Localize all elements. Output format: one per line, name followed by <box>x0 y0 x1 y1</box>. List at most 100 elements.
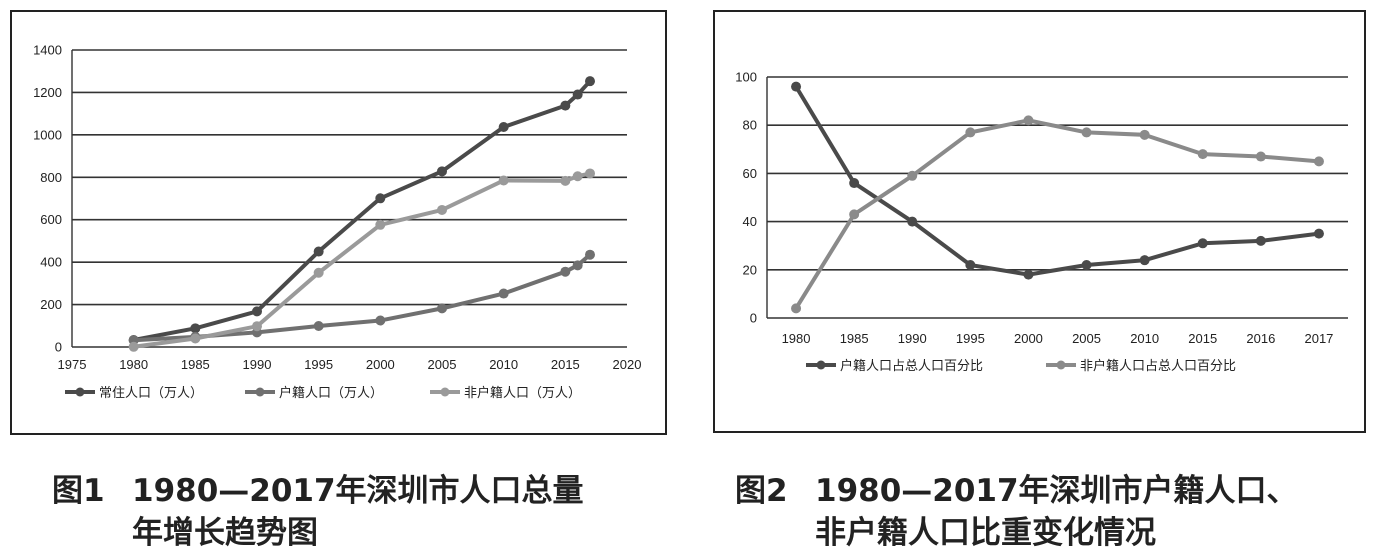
y-tick-label: 1200 <box>33 85 62 100</box>
data-point <box>437 204 447 215</box>
x-tick-label: 2016 <box>1246 331 1275 346</box>
legend-label: 常住人口（万人） <box>99 386 203 401</box>
series-2 <box>791 115 1324 314</box>
data-point <box>375 219 386 230</box>
legend-label: 非户籍人口（万人） <box>464 385 581 401</box>
y-tick-label: 1000 <box>33 127 62 142</box>
data-point <box>572 171 583 182</box>
data-point <box>1023 115 1034 126</box>
legend-swatch-marker <box>816 360 826 370</box>
data-point <box>907 216 918 227</box>
series-line <box>133 79 592 342</box>
legend-item-2: 户籍人口（万人） <box>245 385 383 401</box>
data-point <box>1255 235 1266 246</box>
y-tick-label: 800 <box>40 170 62 185</box>
x-tick-label: 2005 <box>1072 331 1101 346</box>
x-tick-label: 2010 <box>489 357 518 372</box>
x-tick-label: 2020 <box>613 357 642 372</box>
proportion-change-chart: 0 20 40 60 80 100 1980 1985 1990 1995 2000 2005 2010… <box>735 70 1348 374</box>
series-3 <box>128 168 595 352</box>
y-tick-label: 200 <box>40 297 62 312</box>
legend-item-1: 常住人口（万人） <box>65 386 203 401</box>
x-tick-label: 1990 <box>898 331 927 346</box>
data-point <box>1197 149 1208 160</box>
data-point <box>190 323 201 334</box>
data-point <box>572 89 583 100</box>
data-point <box>1081 259 1092 270</box>
y-tick-label: 1400 <box>33 43 62 58</box>
x-tick-label: 2000 <box>366 357 395 372</box>
legend-swatch-marker <box>1056 360 1066 370</box>
figure-2-caption: 图2 1980—2017年深圳市户籍人口、 非户籍人口比重变化情况 <box>735 470 1298 554</box>
y-tick-label: 0 <box>55 340 62 355</box>
legend-swatch-marker <box>440 387 450 397</box>
x-tick-label: 1995 <box>956 331 985 346</box>
chart-panel-population: 0 200 400 600 800 1000 1200 1400 1975 1980 1985 199… <box>10 10 667 435</box>
series-line <box>133 253 592 343</box>
data-point <box>437 166 447 177</box>
figure-1-caption: 图1 1980—2017年深圳市人口总量 年增长趋势图 <box>52 470 584 554</box>
data-point <box>560 175 571 186</box>
data-point <box>791 303 802 314</box>
data-point <box>1081 127 1092 138</box>
figure-1-number: 图1 <box>52 473 105 509</box>
data-point <box>1255 151 1266 162</box>
data-point <box>965 259 976 270</box>
x-tick-label: 1985 <box>181 357 210 372</box>
y-tick-label: 80 <box>743 118 757 133</box>
x-tick-label: 1985 <box>840 331 869 346</box>
data-point <box>572 260 583 271</box>
legend-swatch-marker <box>75 387 85 397</box>
x-tick-label: 2000 <box>1014 331 1043 346</box>
y-tick-label: 100 <box>735 70 757 85</box>
x-tick-label: 2015 <box>1188 331 1217 346</box>
data-point <box>313 246 324 257</box>
data-point <box>252 321 262 332</box>
x-tick-label: 2015 <box>551 357 580 372</box>
x-tick-label: 1975 <box>58 357 87 372</box>
data-point <box>190 333 201 344</box>
legend-label: 非户籍人口占总人口百分比 <box>1080 358 1236 374</box>
data-point <box>375 193 386 204</box>
x-tick-label: 1995 <box>304 357 333 372</box>
data-point <box>907 170 918 181</box>
legend-label: 户籍人口占总人口百分比 <box>840 358 983 374</box>
data-point <box>1313 228 1324 239</box>
x-tick-label: 1980 <box>782 331 811 346</box>
y-tick-label: 60 <box>743 166 757 181</box>
data-point <box>437 303 447 314</box>
figure-2-title-line-1: 1980—2017年深圳市户籍人口、 <box>815 473 1298 509</box>
data-point <box>375 315 386 326</box>
legend-swatch-marker <box>255 387 265 397</box>
figure-2-number: 图2 <box>735 473 788 509</box>
legend-item-1: 户籍人口占总人口百分比 <box>806 358 983 374</box>
data-point <box>498 122 509 133</box>
x-tick-label: 2017 <box>1304 331 1333 346</box>
y-tick-label: 20 <box>743 262 757 277</box>
legend-item-2: 非户籍人口占总人口百分比 <box>1046 358 1236 374</box>
data-point <box>560 100 571 111</box>
y-tick-label: 0 <box>750 311 757 326</box>
data-point <box>1313 156 1324 167</box>
series-line <box>133 171 591 349</box>
series-line <box>794 85 1320 277</box>
data-point <box>560 266 571 277</box>
data-point <box>252 306 262 317</box>
data-point <box>313 320 324 331</box>
series-line <box>794 118 1320 310</box>
data-point <box>1139 255 1150 266</box>
figure-1-title-line-1: 1980—2017年深圳市人口总量 <box>132 473 584 509</box>
data-point <box>498 288 509 299</box>
x-tick-label: 2010 <box>1130 331 1159 346</box>
data-point <box>849 178 860 189</box>
x-tick-label: 1980 <box>119 357 148 372</box>
data-point <box>585 168 595 179</box>
y-tick-label: 600 <box>40 212 62 227</box>
population-trend-chart: 0 200 400 600 800 1000 1200 1400 1975 1980 1985 199… <box>33 43 642 402</box>
data-point <box>1197 238 1208 249</box>
data-point <box>585 249 595 260</box>
data-point <box>965 127 976 138</box>
data-point <box>498 175 509 186</box>
data-point <box>128 341 139 352</box>
figure-2-title-line-2: 非户籍人口比重变化情况 <box>815 515 1156 551</box>
